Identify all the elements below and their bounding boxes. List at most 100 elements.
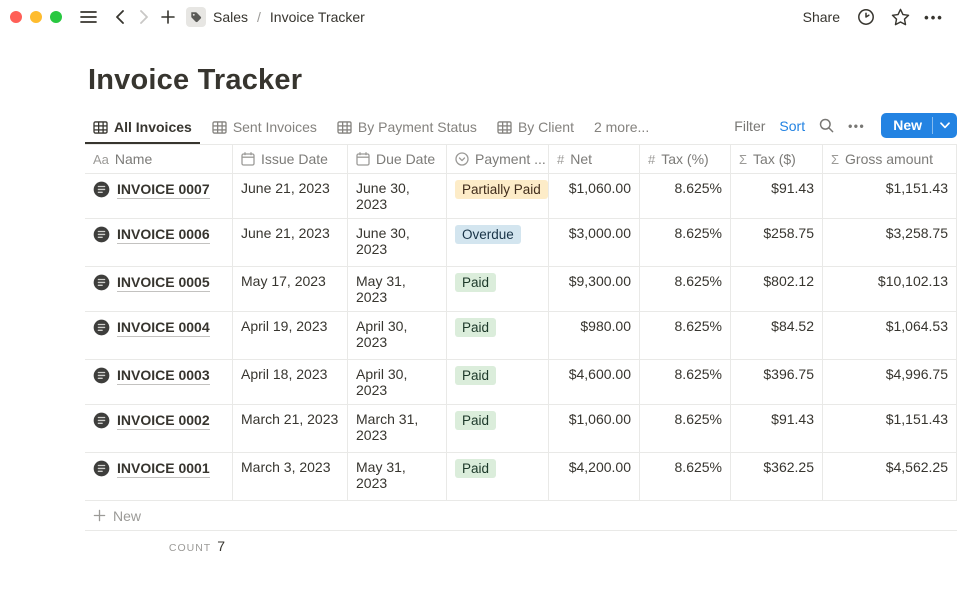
cell-gross-amount[interactable]: $3,258.75	[823, 219, 957, 267]
cell-gross-amount[interactable]: $1,151.43	[823, 174, 957, 219]
cell-due-date[interactable]: May 31, 2023	[348, 453, 447, 501]
cell-tax-dollars[interactable]: $91.43	[731, 405, 823, 453]
favorite-button[interactable]	[888, 5, 912, 29]
updates-button[interactable]	[854, 5, 878, 29]
new-page-button[interactable]	[156, 5, 180, 29]
cell-tax-percent[interactable]: 8.625%	[640, 360, 731, 405]
cell-gross-amount[interactable]: $1,064.53	[823, 312, 957, 360]
cell-issue-date[interactable]: May 17, 2023	[233, 267, 348, 312]
column-header-name[interactable]: Aa Name	[85, 145, 233, 174]
tab-by-payment-status[interactable]: By Payment Status	[329, 114, 485, 144]
cell-payment-status[interactable]: Paid	[447, 312, 549, 360]
cell-due-date[interactable]: June 30, 2023	[348, 219, 447, 267]
cell-tax-percent[interactable]: 8.625%	[640, 267, 731, 312]
cell-net[interactable]: $3,000.00	[549, 219, 640, 267]
column-header-due[interactable]: Due Date	[348, 145, 447, 174]
invoice-link[interactable]: INVOICE 0002	[117, 412, 210, 430]
sort-button[interactable]: Sort	[779, 117, 806, 134]
tab-all-invoices[interactable]: All Invoices	[85, 114, 200, 144]
cell-tax-dollars[interactable]: $802.12	[731, 267, 823, 312]
number-value: 8.625%	[674, 273, 722, 289]
cell-name[interactable]: INVOICE 0004	[85, 312, 233, 360]
nav-forward-button[interactable]	[132, 5, 156, 29]
cell-payment-status[interactable]: Paid	[447, 453, 549, 501]
cell-issue-date[interactable]: March 3, 2023	[233, 453, 348, 501]
cell-tax-percent[interactable]: 8.625%	[640, 453, 731, 501]
filter-button[interactable]: Filter	[734, 117, 766, 134]
invoice-link[interactable]: INVOICE 0001	[117, 460, 210, 478]
cell-tax-dollars[interactable]: $91.43	[731, 174, 823, 219]
sidebar-menu-button[interactable]	[76, 5, 100, 29]
cell-issue-date[interactable]: April 19, 2023	[233, 312, 348, 360]
close-window-button[interactable]	[10, 11, 22, 23]
cell-issue-date[interactable]: April 18, 2023	[233, 360, 348, 405]
cell-due-date[interactable]: April 30, 2023	[348, 312, 447, 360]
new-button[interactable]: New	[893, 117, 922, 133]
cell-tax-percent[interactable]: 8.625%	[640, 219, 731, 267]
breadcrumb-section[interactable]: Sales	[213, 9, 249, 25]
column-header-gross[interactable]: Σ Gross amount	[823, 145, 957, 174]
new-dropdown-button[interactable]	[933, 113, 957, 138]
cell-name[interactable]: INVOICE 0001	[85, 453, 233, 501]
cell-net[interactable]: $980.00	[549, 312, 640, 360]
nav-back-button[interactable]	[108, 5, 132, 29]
cell-issue-date[interactable]: June 21, 2023	[233, 174, 348, 219]
cell-net[interactable]: $4,600.00	[549, 360, 640, 405]
cell-net[interactable]: $1,060.00	[549, 174, 640, 219]
cell-name[interactable]: INVOICE 0005	[85, 267, 233, 312]
cell-tax-dollars[interactable]: $362.25	[731, 453, 823, 501]
cell-tax-dollars[interactable]: $84.52	[731, 312, 823, 360]
invoice-link[interactable]: INVOICE 0004	[117, 319, 210, 337]
share-button[interactable]: Share	[802, 9, 840, 25]
column-header-tax_usd[interactable]: Σ Tax ($)	[731, 145, 823, 174]
cell-payment-status[interactable]: Paid	[447, 360, 549, 405]
column-header-net[interactable]: # Net	[549, 145, 640, 174]
cell-payment-status[interactable]: Paid	[447, 405, 549, 453]
cell-tax-percent[interactable]: 8.625%	[640, 405, 731, 453]
minimize-window-button[interactable]	[30, 11, 42, 23]
number-value: $396.75	[763, 366, 814, 382]
add-row-button[interactable]: New	[85, 501, 957, 531]
cell-due-date[interactable]: March 31, 2023	[348, 405, 447, 453]
cell-tax-percent[interactable]: 8.625%	[640, 174, 731, 219]
cell-gross-amount[interactable]: $4,996.75	[823, 360, 957, 405]
cell-name[interactable]: INVOICE 0002	[85, 405, 233, 453]
tabs-more[interactable]: 2 more...	[586, 114, 657, 144]
count-aggregate[interactable]: COUNT 7	[85, 531, 233, 561]
tab-by-client[interactable]: By Client	[489, 114, 582, 144]
cell-gross-amount[interactable]: $10,102.13	[823, 267, 957, 312]
column-header-tax_pct[interactable]: # Tax (%)	[640, 145, 731, 174]
cell-name[interactable]: INVOICE 0006	[85, 219, 233, 267]
cell-tax-percent[interactable]: 8.625%	[640, 312, 731, 360]
zoom-window-button[interactable]	[50, 11, 62, 23]
invoice-page-icon	[93, 366, 110, 384]
cell-due-date[interactable]: April 30, 2023	[348, 360, 447, 405]
cell-payment-status[interactable]: Partially Paid	[447, 174, 549, 219]
cell-payment-status[interactable]: Overdue	[447, 219, 549, 267]
cell-due-date[interactable]: June 30, 2023	[348, 174, 447, 219]
invoice-link[interactable]: INVOICE 0007	[117, 181, 210, 199]
cell-gross-amount[interactable]: $1,151.43	[823, 405, 957, 453]
cell-net[interactable]: $4,200.00	[549, 453, 640, 501]
cell-name[interactable]: INVOICE 0007	[85, 174, 233, 219]
view-options-button[interactable]: •••	[848, 119, 865, 133]
cell-tax-dollars[interactable]: $258.75	[731, 219, 823, 267]
invoice-link[interactable]: INVOICE 0003	[117, 367, 210, 385]
cell-tax-dollars[interactable]: $396.75	[731, 360, 823, 405]
breadcrumb-page[interactable]: Invoice Tracker	[269, 9, 365, 25]
column-header-status[interactable]: Payment ...	[447, 145, 549, 174]
cell-net[interactable]: $9,300.00	[549, 267, 640, 312]
invoice-link[interactable]: INVOICE 0005	[117, 274, 210, 292]
more-options-button[interactable]: •••	[922, 5, 946, 29]
cell-gross-amount[interactable]: $4,562.25	[823, 453, 957, 501]
cell-due-date[interactable]: May 31, 2023	[348, 267, 447, 312]
column-header-issue[interactable]: Issue Date	[233, 145, 348, 174]
cell-name[interactable]: INVOICE 0003	[85, 360, 233, 405]
search-button[interactable]	[819, 118, 834, 133]
tab-sent-invoices[interactable]: Sent Invoices	[204, 114, 325, 144]
cell-net[interactable]: $1,060.00	[549, 405, 640, 453]
cell-payment-status[interactable]: Paid	[447, 267, 549, 312]
cell-issue-date[interactable]: March 21, 2023	[233, 405, 348, 453]
invoice-link[interactable]: INVOICE 0006	[117, 226, 210, 244]
cell-issue-date[interactable]: June 21, 2023	[233, 219, 348, 267]
